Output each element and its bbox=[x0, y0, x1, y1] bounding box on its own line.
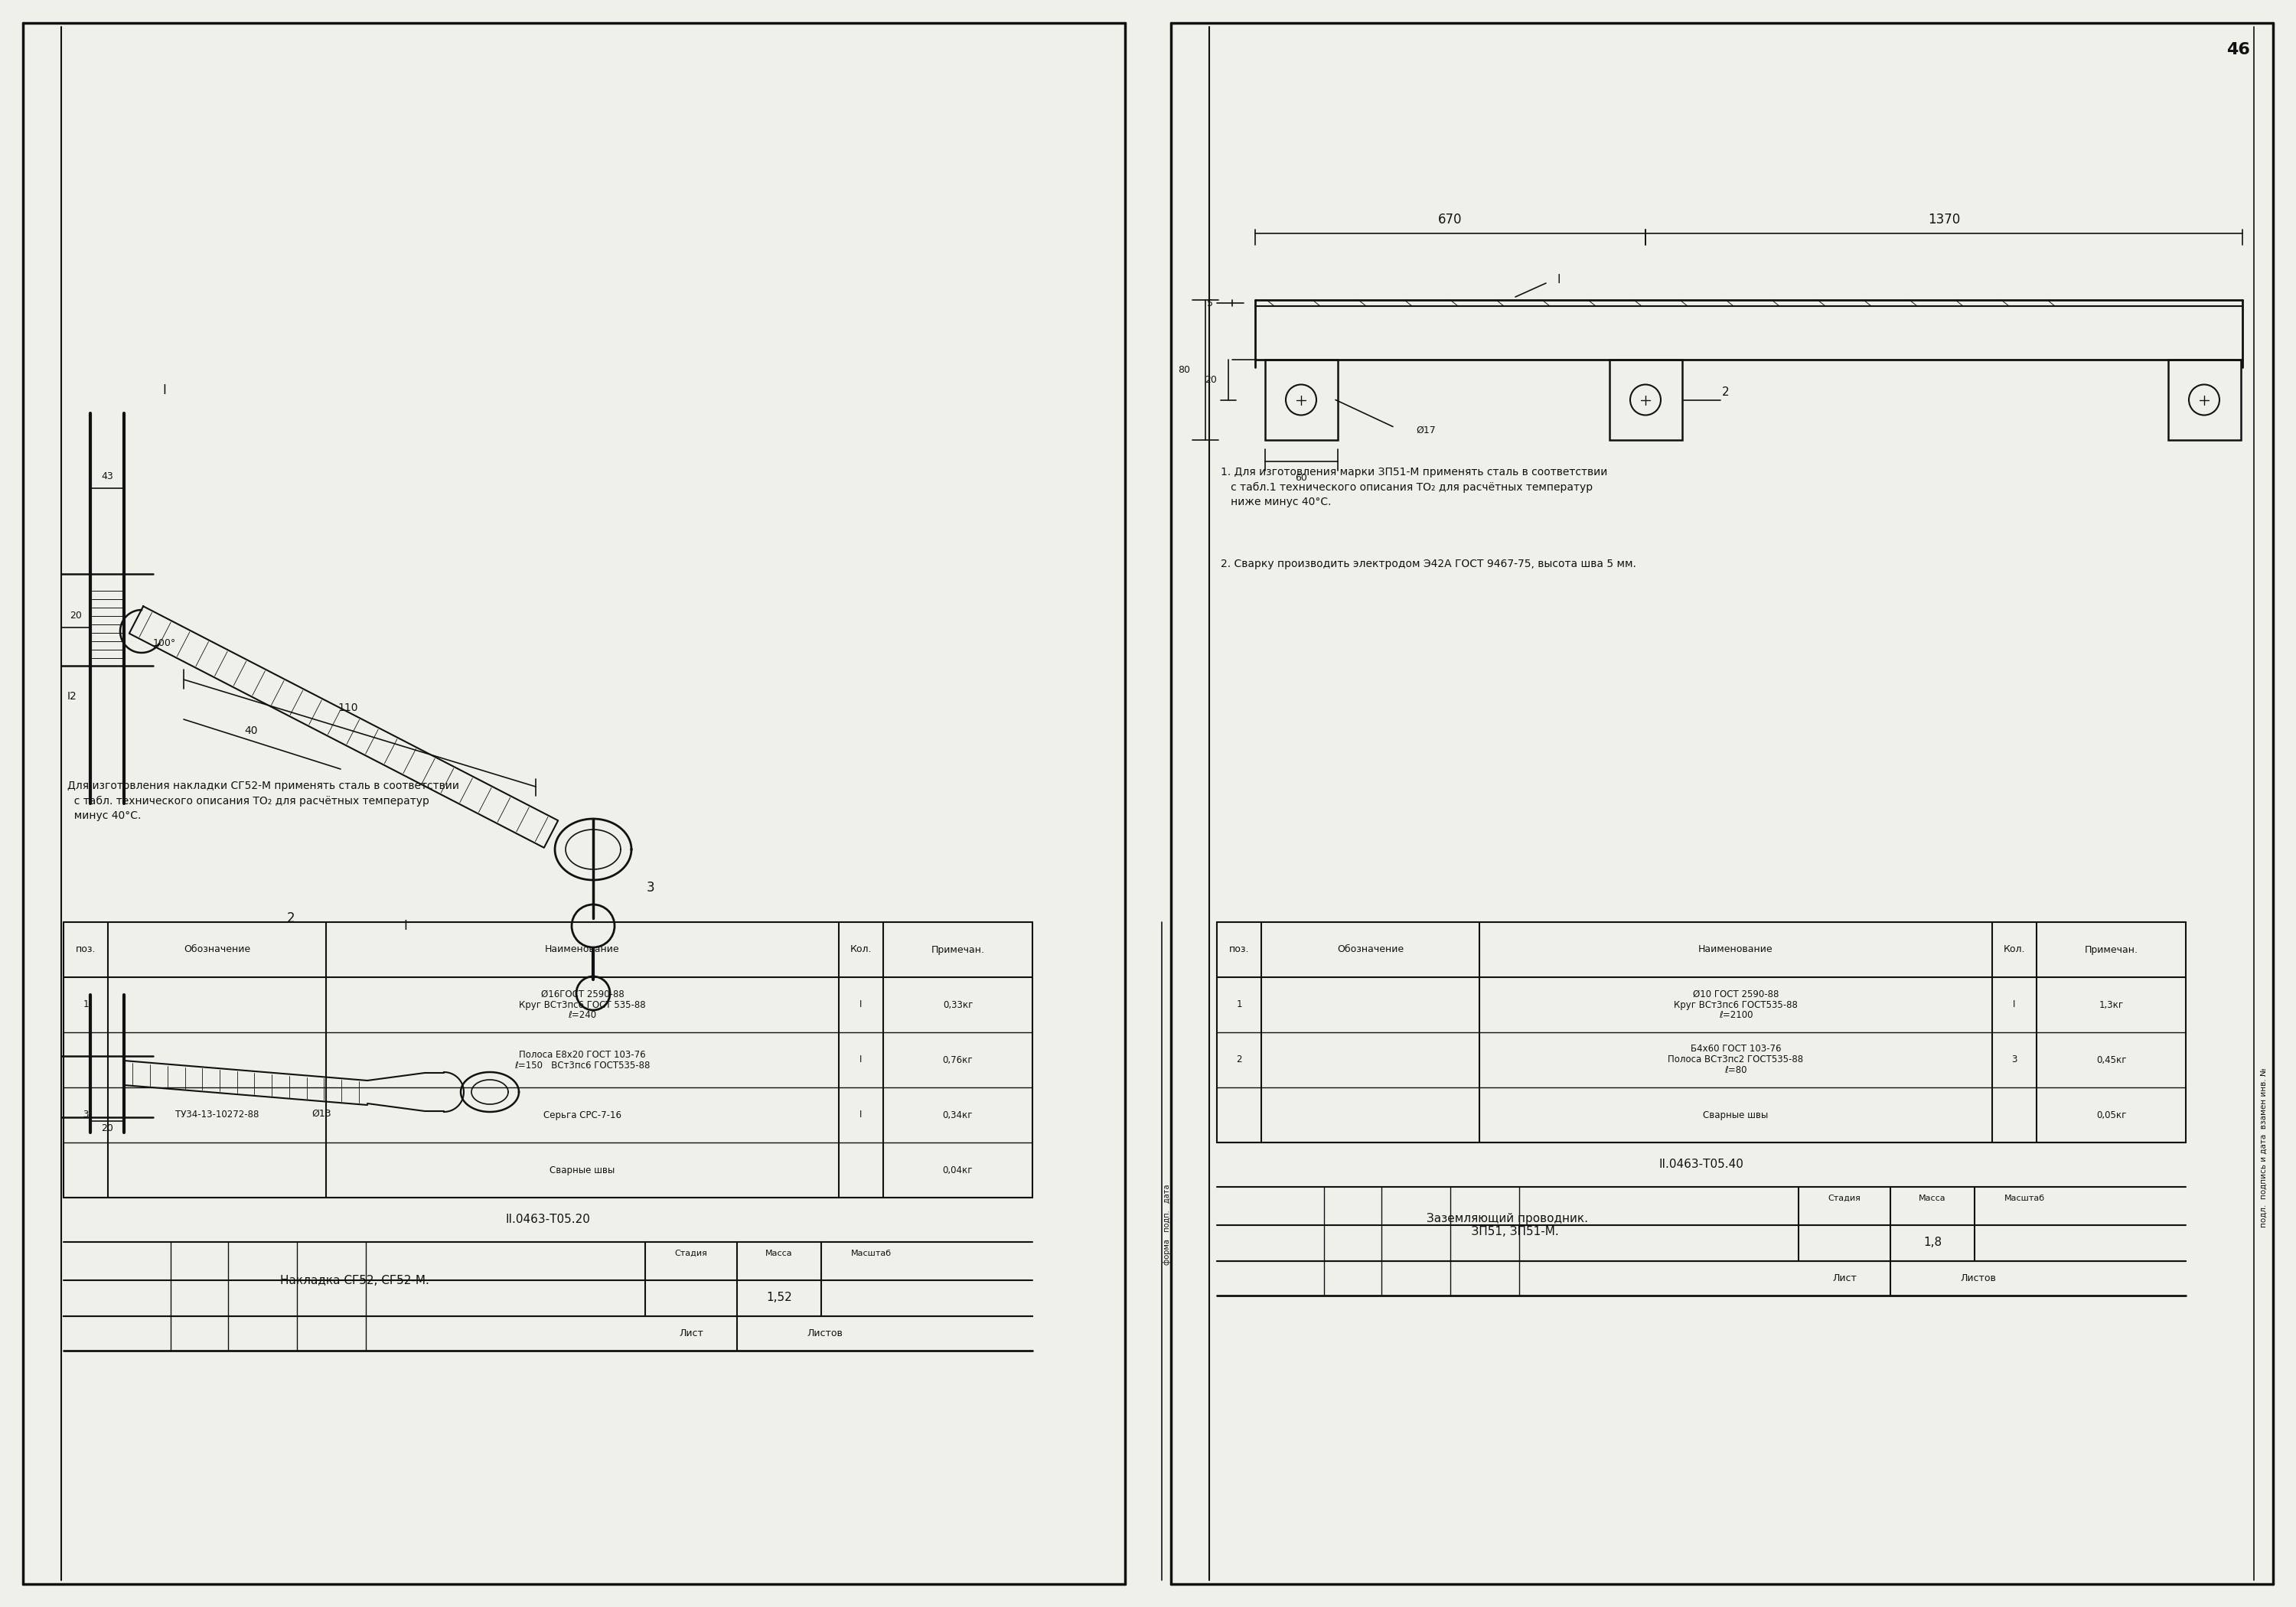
Text: I: I bbox=[404, 919, 406, 932]
Text: I: I bbox=[859, 1054, 863, 1065]
Text: Круг ВСт3пс6 ГОСТ 535-88: Круг ВСт3пс6 ГОСТ 535-88 bbox=[519, 1000, 645, 1009]
Text: 110: 110 bbox=[338, 702, 358, 714]
Text: Заземляющий проводник.
    ЗП51, ЗП51-М.: Заземляющий проводник. ЗП51, ЗП51-М. bbox=[1426, 1213, 1589, 1237]
Text: 1,52: 1,52 bbox=[767, 1292, 792, 1303]
Text: 20: 20 bbox=[101, 1123, 113, 1133]
Text: Ø10 ГОСТ 2590-88: Ø10 ГОСТ 2590-88 bbox=[1692, 988, 1779, 1000]
Bar bbox=[1265, 360, 1336, 440]
Text: 20: 20 bbox=[69, 611, 83, 620]
Bar bbox=[1609, 360, 1681, 440]
Text: Примечан.: Примечан. bbox=[2085, 945, 2138, 955]
Text: Масштаб: Масштаб bbox=[2004, 1194, 2046, 1202]
Text: I: I bbox=[1557, 273, 1561, 284]
Text: Наименование: Наименование bbox=[544, 945, 620, 955]
Text: Сварные швы: Сварные швы bbox=[549, 1165, 615, 1175]
Text: Серьга СРС-7-16: Серьга СРС-7-16 bbox=[544, 1110, 622, 1120]
Text: 2. Сварку производить электродом Э42А ГОСТ 9467-75, высота шва 5 мм.: 2. Сварку производить электродом Э42А ГО… bbox=[1221, 559, 1637, 569]
Text: Листов: Листов bbox=[808, 1329, 843, 1339]
Text: Кол.: Кол. bbox=[2004, 945, 2025, 955]
Text: Ø17: Ø17 bbox=[1417, 426, 1435, 435]
Bar bbox=[2167, 360, 2241, 440]
Text: ℓ=240: ℓ=240 bbox=[567, 1011, 597, 1020]
Text: Лист: Лист bbox=[680, 1329, 703, 1339]
Text: 0,33кг: 0,33кг bbox=[944, 1000, 974, 1009]
Text: 0,34кг: 0,34кг bbox=[944, 1110, 974, 1120]
Text: Б4х60 ГОСТ 103-76: Б4х60 ГОСТ 103-76 bbox=[1690, 1045, 1782, 1054]
Text: ℓ=150   ВСт3пс6 ГОСТ535-88: ℓ=150 ВСт3пс6 ГОСТ535-88 bbox=[514, 1061, 650, 1070]
Text: 2: 2 bbox=[1722, 386, 1729, 399]
Text: Лист: Лист bbox=[1832, 1274, 1857, 1284]
Text: 80: 80 bbox=[1178, 365, 1189, 374]
Text: форма   подп.   дата: форма подп. дата bbox=[1164, 1184, 1171, 1265]
Text: 0,45кг: 0,45кг bbox=[2096, 1054, 2126, 1065]
Text: I2: I2 bbox=[67, 691, 78, 702]
Text: ℓ=80: ℓ=80 bbox=[1724, 1065, 1747, 1075]
Text: 3: 3 bbox=[2011, 1054, 2018, 1065]
Text: Листов: Листов bbox=[1961, 1274, 1995, 1284]
Text: 100°: 100° bbox=[154, 638, 177, 648]
Text: I: I bbox=[859, 1000, 863, 1009]
Text: поз.: поз. bbox=[1228, 945, 1249, 955]
Text: Стадия: Стадия bbox=[675, 1250, 707, 1257]
Text: Обозначение: Обозначение bbox=[184, 945, 250, 955]
Text: Сварные швы: Сварные швы bbox=[1704, 1110, 1768, 1120]
Text: Обозначение: Обозначение bbox=[1336, 945, 1403, 955]
Text: Масштаб: Масштаб bbox=[850, 1250, 891, 1257]
Text: 3: 3 bbox=[83, 1110, 90, 1120]
Text: 1: 1 bbox=[1235, 1000, 1242, 1009]
Text: 0,04кг: 0,04кг bbox=[944, 1165, 974, 1175]
Text: 1,3кг: 1,3кг bbox=[2099, 1000, 2124, 1009]
Text: 46: 46 bbox=[2227, 42, 2250, 58]
Text: 60: 60 bbox=[1295, 474, 1306, 484]
Text: 2: 2 bbox=[1235, 1054, 1242, 1065]
Text: поз.: поз. bbox=[76, 945, 96, 955]
Text: I: I bbox=[2014, 1000, 2016, 1009]
Text: II.0463-Т05.20: II.0463-Т05.20 bbox=[505, 1213, 590, 1226]
Text: I: I bbox=[163, 384, 165, 397]
Text: Накладка СГ52, СГ52-М.: Накладка СГ52, СГ52-М. bbox=[280, 1274, 429, 1286]
Text: 5: 5 bbox=[1208, 297, 1212, 309]
Text: 43: 43 bbox=[101, 471, 113, 480]
Text: 670: 670 bbox=[1437, 212, 1463, 227]
Text: II.0463-Т05.40: II.0463-Т05.40 bbox=[1660, 1159, 1743, 1170]
Text: 20: 20 bbox=[1205, 374, 1217, 384]
Text: Масса: Масса bbox=[1919, 1194, 1947, 1202]
Text: Полоса ВСт3пс2 ГОСТ535-88: Полоса ВСт3пс2 ГОСТ535-88 bbox=[1667, 1054, 1805, 1065]
Text: Масса: Масса bbox=[765, 1250, 792, 1257]
Text: ℓ=2100: ℓ=2100 bbox=[1720, 1011, 1752, 1020]
Text: Наименование: Наименование bbox=[1699, 945, 1773, 955]
Text: 2: 2 bbox=[287, 911, 294, 926]
Text: ТУ34-13-10272-88: ТУ34-13-10272-88 bbox=[174, 1110, 259, 1120]
Text: I: I bbox=[859, 1110, 863, 1120]
Text: Примечан.: Примечан. bbox=[932, 945, 985, 955]
Text: 3: 3 bbox=[647, 881, 654, 895]
Text: Полоса Е8х20 ГОСТ 103-76: Полоса Е8х20 ГОСТ 103-76 bbox=[519, 1049, 645, 1059]
Text: 1: 1 bbox=[83, 1000, 90, 1009]
Text: Круг ВСт3пс6 ГОСТ535-88: Круг ВСт3пс6 ГОСТ535-88 bbox=[1674, 1000, 1798, 1009]
Text: 40: 40 bbox=[243, 725, 257, 736]
Text: Ø16ГОСТ 2590-88: Ø16ГОСТ 2590-88 bbox=[542, 988, 625, 1000]
Text: Для изготовления накладки СГ52-М применять сталь в соответствии
  с табл. технич: Для изготовления накладки СГ52-М применя… bbox=[67, 781, 459, 821]
Text: 1,8: 1,8 bbox=[1924, 1236, 1942, 1247]
Text: 0,05кг: 0,05кг bbox=[2096, 1110, 2126, 1120]
Text: 1. Для изготовления марки ЗП51-М применять сталь в соответствии
   с табл.1 техн: 1. Для изготовления марки ЗП51-М применя… bbox=[1221, 466, 1607, 508]
Text: Ø13: Ø13 bbox=[312, 1109, 331, 1118]
Text: подл.  подпись и дата  взамен инв. №: подл. подпись и дата взамен инв. № bbox=[2259, 1069, 2268, 1228]
Text: 1370: 1370 bbox=[1929, 212, 1961, 227]
Text: Кол.: Кол. bbox=[850, 945, 872, 955]
Text: Стадия: Стадия bbox=[1828, 1194, 1860, 1202]
Text: 0,76кг: 0,76кг bbox=[944, 1054, 974, 1065]
